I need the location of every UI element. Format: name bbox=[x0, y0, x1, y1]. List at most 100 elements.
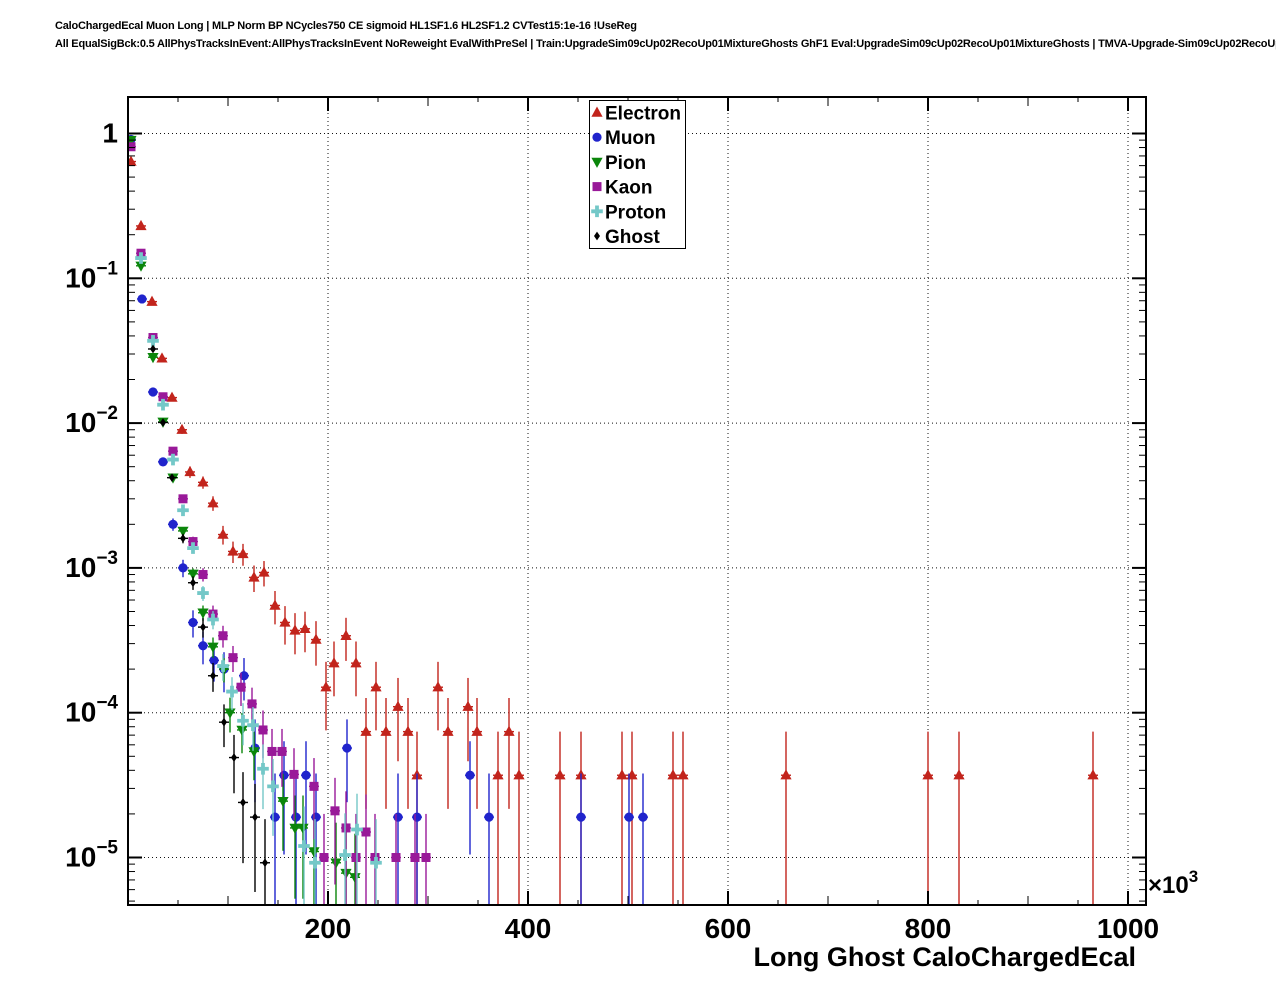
muon-markers bbox=[128, 134, 648, 822]
kaon-point bbox=[277, 746, 287, 756]
muon-point bbox=[393, 812, 403, 822]
kaon-point bbox=[391, 853, 401, 862]
muon-point bbox=[624, 812, 634, 822]
x-axis-label: 1000 bbox=[1097, 913, 1159, 944]
electron-point bbox=[207, 497, 219, 508]
ghost-point bbox=[150, 344, 156, 354]
ghost-legend-marker bbox=[594, 231, 600, 241]
muon-point bbox=[158, 457, 168, 467]
electron-point bbox=[269, 599, 281, 610]
x-axis-label: 600 bbox=[705, 913, 752, 944]
ghost-point bbox=[252, 812, 258, 822]
electron-point bbox=[320, 681, 332, 692]
electron-point bbox=[667, 769, 679, 780]
electron-point bbox=[677, 769, 689, 780]
x-axis-label: 800 bbox=[905, 913, 952, 944]
proton-point bbox=[226, 685, 238, 698]
ghost-point bbox=[240, 798, 246, 807]
pion-point bbox=[207, 642, 219, 653]
proton-point bbox=[237, 714, 249, 727]
legend-label-electron: Electron bbox=[605, 104, 681, 125]
kaon-point bbox=[351, 853, 361, 862]
electron-point bbox=[350, 657, 362, 668]
muon-point bbox=[188, 617, 198, 628]
kaon-point bbox=[198, 570, 208, 580]
legend-box bbox=[589, 100, 686, 249]
x-axis-title: Long Ghost CaloChargedEcal bbox=[753, 942, 1136, 972]
electron-point bbox=[780, 769, 792, 780]
kaon-markers bbox=[128, 142, 431, 862]
title-line-2: All EqualSigBck:0.5 AllPhysTracksInEvent… bbox=[55, 38, 1276, 50]
kaon-point bbox=[247, 699, 257, 709]
kaon-point bbox=[330, 806, 340, 816]
ghost-point bbox=[221, 717, 227, 727]
proton-point bbox=[339, 849, 351, 861]
muon-point bbox=[279, 770, 289, 780]
electron-point bbox=[554, 769, 566, 780]
title-line-1: CaloChargedEcal Muon Long | MLP Norm BP … bbox=[55, 20, 637, 32]
muon-point bbox=[301, 770, 311, 780]
muon-point bbox=[465, 770, 475, 780]
pion-point bbox=[277, 796, 289, 808]
proton-markers bbox=[135, 252, 382, 869]
proton-point bbox=[351, 823, 363, 836]
muon-point bbox=[311, 812, 321, 822]
pion-point bbox=[135, 261, 147, 272]
muon-point bbox=[148, 387, 158, 397]
proton-point bbox=[298, 840, 310, 852]
kaon-point bbox=[267, 746, 277, 756]
kaon-point bbox=[168, 446, 178, 456]
muon-series bbox=[128, 134, 648, 905]
proton-point bbox=[257, 762, 269, 775]
pion-point bbox=[289, 823, 301, 834]
electron-point bbox=[953, 769, 965, 780]
muon-point bbox=[209, 655, 219, 665]
pion-point bbox=[147, 353, 159, 364]
kaon-point bbox=[361, 827, 371, 837]
ghost-point bbox=[180, 533, 186, 543]
ghost-point bbox=[160, 418, 166, 427]
electron-point bbox=[492, 769, 504, 780]
proton-point bbox=[167, 453, 179, 466]
electron-point bbox=[340, 629, 352, 640]
electron-point bbox=[184, 465, 196, 477]
electron-point bbox=[380, 725, 392, 736]
muon-point bbox=[342, 743, 352, 753]
electron-point bbox=[626, 769, 638, 780]
ghost-point bbox=[190, 578, 196, 588]
proton-series bbox=[135, 252, 382, 905]
electron-point bbox=[258, 566, 270, 577]
plot-frame bbox=[127, 96, 1147, 906]
pion-point bbox=[177, 526, 189, 537]
muon-point bbox=[484, 812, 494, 822]
proton-point bbox=[370, 856, 382, 869]
pion-point bbox=[187, 569, 199, 580]
muon-point bbox=[178, 563, 188, 573]
electron-point bbox=[197, 476, 209, 487]
muon-point bbox=[412, 812, 422, 822]
x-axis-label: 200 bbox=[305, 913, 352, 944]
kaon-point bbox=[178, 494, 188, 504]
electron-point bbox=[392, 700, 404, 711]
proton-point bbox=[247, 719, 259, 731]
kaon-point bbox=[258, 725, 268, 735]
kaon-point bbox=[289, 769, 299, 779]
axis-ticks bbox=[128, 97, 1146, 905]
electron-point bbox=[299, 622, 311, 633]
electron-point bbox=[310, 633, 322, 644]
electron-legend-marker bbox=[591, 106, 603, 117]
ghost-point bbox=[231, 753, 237, 762]
y-axis-label: 10−5 bbox=[65, 838, 118, 873]
muon-point bbox=[198, 641, 208, 651]
proton-point bbox=[135, 252, 147, 264]
electron-point bbox=[922, 769, 934, 780]
legend-label-proton: Proton bbox=[605, 202, 666, 223]
kaon-point bbox=[319, 853, 329, 862]
ghost-series bbox=[148, 344, 270, 905]
electron-point bbox=[1087, 769, 1099, 780]
ghost-point bbox=[200, 622, 206, 632]
ghost-point bbox=[210, 671, 216, 681]
electron-point bbox=[135, 219, 147, 231]
electron-point bbox=[248, 571, 260, 582]
